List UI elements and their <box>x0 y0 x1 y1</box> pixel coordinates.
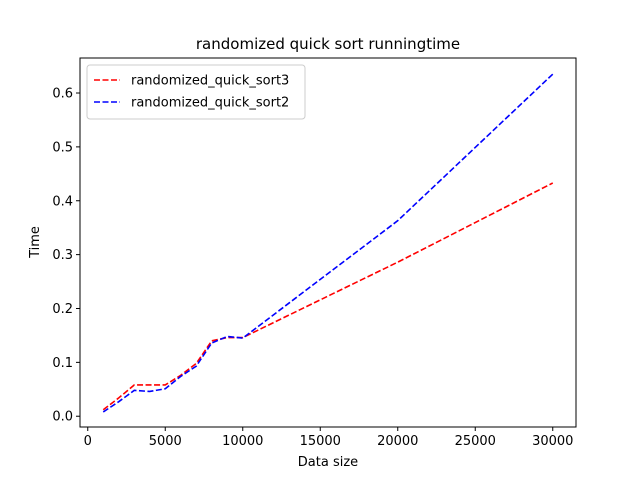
series-line-randomized-quick-sort2 <box>102 73 554 413</box>
plot-frame <box>79 57 577 428</box>
x-tick-label: 30000 <box>532 434 573 449</box>
plot-area <box>102 73 554 413</box>
x-tick-label: 15000 <box>300 434 341 449</box>
x-axis-label: Data size <box>298 455 358 470</box>
y-tick-label: 0.3 <box>52 248 73 263</box>
x-tick-label: 10000 <box>222 434 263 449</box>
chart-title: randomized quick sort runningtime <box>196 35 460 53</box>
x-tick-label: 25000 <box>455 434 496 449</box>
y-axis: 0.0 0.1 0.2 0.3 0.4 0.5 0.6 <box>52 87 80 425</box>
x-tick-label: 5000 <box>149 434 182 449</box>
y-tick-label: 0.4 <box>52 194 73 209</box>
x-axis: 0 5000 10000 15000 20000 25000 30000 <box>84 427 573 449</box>
y-tick-label: 0.0 <box>52 410 73 425</box>
legend-label: randomized_quick_sort2 <box>131 96 289 111</box>
legend: randomized_quick_sort3 randomized_quick_s… <box>86 64 306 120</box>
y-tick-label: 0.5 <box>52 140 73 155</box>
y-tick-label: 0.2 <box>52 302 73 317</box>
x-tick-label: 20000 <box>377 434 418 449</box>
series-line-randomized-quick-sort3 <box>102 182 554 411</box>
y-axis-label: Time <box>28 226 43 259</box>
y-tick-label: 0.6 <box>52 87 73 102</box>
legend-label: randomized_quick_sort3 <box>131 74 289 89</box>
legend-box <box>86 64 306 120</box>
x-tick-label: 0 <box>84 434 92 449</box>
y-tick-label: 0.1 <box>52 356 73 371</box>
